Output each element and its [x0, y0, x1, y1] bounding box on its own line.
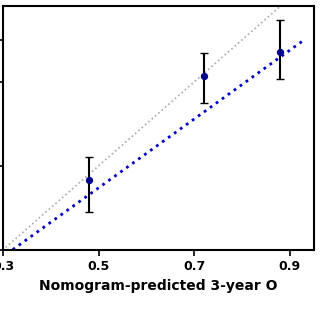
- Point: [201, 73, 206, 78]
- X-axis label: Nomogram-predicted 3-year O: Nomogram-predicted 3-year O: [39, 279, 278, 292]
- Point: [87, 178, 92, 183]
- Point: [278, 49, 283, 54]
